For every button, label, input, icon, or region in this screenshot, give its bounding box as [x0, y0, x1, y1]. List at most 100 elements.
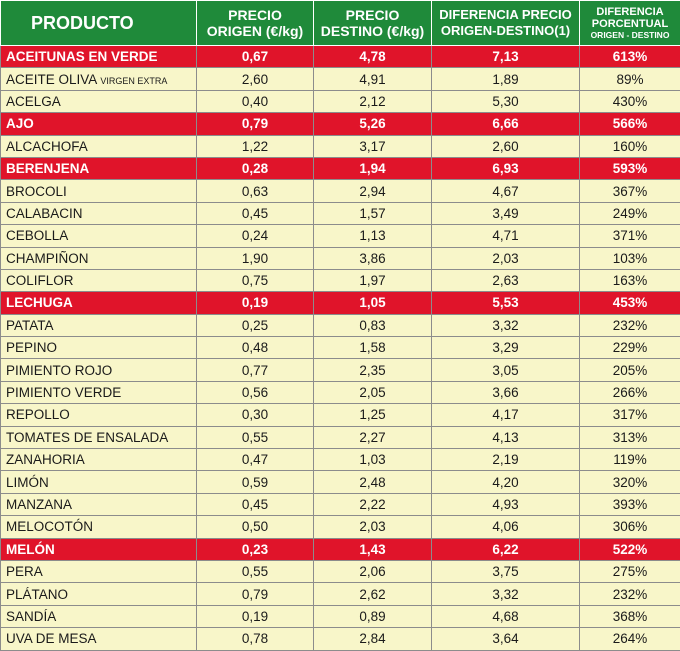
producto-name: LECHUGA	[6, 295, 73, 310]
cell-precio-origen: 0,48	[197, 337, 314, 359]
cell-precio-destino: 2,12	[314, 90, 432, 112]
cell-diferencia: 4,93	[432, 493, 580, 515]
producto-name: TOMATES DE ENSALADA	[6, 430, 168, 445]
cell-precio-origen: 0,45	[197, 202, 314, 224]
cell-producto: PIMIENTO ROJO	[1, 359, 197, 381]
cell-precio-destino: 1,94	[314, 157, 432, 179]
cell-diferencia: 4,17	[432, 404, 580, 426]
producto-name: MELOCOTÓN	[6, 519, 93, 534]
header-diferencia-pct-line1: DIFERENCIA	[596, 6, 663, 18]
cell-porcentaje: 266%	[580, 381, 680, 403]
cell-precio-origen: 0,79	[197, 113, 314, 135]
header-precio-origen-line2: ORIGEN (€/kg)	[207, 23, 303, 39]
cell-precio-destino: 4,91	[314, 68, 432, 90]
cell-precio-origen: 0,28	[197, 157, 314, 179]
cell-precio-origen: 0,24	[197, 225, 314, 247]
cell-precio-destino: 1,97	[314, 269, 432, 291]
cell-precio-origen: 0,25	[197, 314, 314, 336]
cell-diferencia: 7,13	[432, 46, 580, 68]
producto-name: MELÓN	[6, 542, 55, 557]
cell-precio-origen: 0,45	[197, 493, 314, 515]
cell-porcentaje: 119%	[580, 449, 680, 471]
header-precio-destino: PRECIO DESTINO (€/kg)	[314, 1, 432, 46]
producto-name: PIMIENTO VERDE	[6, 385, 121, 400]
cell-precio-origen: 0,30	[197, 404, 314, 426]
cell-producto: CHAMPIÑON	[1, 247, 197, 269]
cell-precio-destino: 1,25	[314, 404, 432, 426]
header-row: PRODUCTO PRECIO ORIGEN (€/kg) PRECIO DES…	[1, 1, 680, 46]
cell-producto: PERA	[1, 560, 197, 582]
cell-diferencia: 4,13	[432, 426, 580, 448]
cell-producto: ACELGA	[1, 90, 197, 112]
producto-name: BROCOLI	[6, 184, 67, 199]
cell-diferencia: 2,63	[432, 269, 580, 291]
cell-porcentaje: 371%	[580, 225, 680, 247]
producto-name: ACELGA	[6, 94, 61, 109]
cell-porcentaje: 232%	[580, 314, 680, 336]
cell-precio-origen: 1,90	[197, 247, 314, 269]
cell-producto: COLIFLOR	[1, 269, 197, 291]
cell-porcentaje: 430%	[580, 90, 680, 112]
cell-diferencia: 2,60	[432, 135, 580, 157]
cell-precio-destino: 5,26	[314, 113, 432, 135]
header-producto: PRODUCTO	[1, 1, 197, 46]
producto-name: REPOLLO	[6, 407, 70, 422]
cell-diferencia: 4,71	[432, 225, 580, 247]
cell-precio-origen: 1,22	[197, 135, 314, 157]
cell-producto: ZANAHORIA	[1, 449, 197, 471]
cell-porcentaje: 367%	[580, 180, 680, 202]
cell-diferencia: 6,93	[432, 157, 580, 179]
cell-precio-destino: 3,17	[314, 135, 432, 157]
cell-precio-origen: 0,67	[197, 46, 314, 68]
cell-porcentaje: 264%	[580, 628, 680, 650]
cell-producto: LECHUGA	[1, 292, 197, 314]
cell-precio-origen: 0,19	[197, 292, 314, 314]
cell-precio-destino: 3,86	[314, 247, 432, 269]
cell-porcentaje: 522%	[580, 538, 680, 560]
cell-producto: PEPINO	[1, 337, 197, 359]
header-precio-origen: PRECIO ORIGEN (€/kg)	[197, 1, 314, 46]
cell-precio-origen: 0,19	[197, 605, 314, 627]
cell-porcentaje: 320%	[580, 471, 680, 493]
cell-precio-destino: 1,03	[314, 449, 432, 471]
cell-porcentaje: 453%	[580, 292, 680, 314]
producto-name: LIMÓN	[6, 475, 49, 490]
cell-precio-destino: 1,13	[314, 225, 432, 247]
producto-name: MANZANA	[6, 497, 72, 512]
cell-diferencia: 5,30	[432, 90, 580, 112]
cell-precio-origen: 0,75	[197, 269, 314, 291]
producto-name: CHAMPIÑON	[6, 251, 89, 266]
cell-porcentaje: 229%	[580, 337, 680, 359]
cell-porcentaje: 613%	[580, 46, 680, 68]
producto-name: CEBOLLA	[6, 228, 68, 243]
cell-producto: UVA DE MESA	[1, 628, 197, 650]
cell-diferencia: 4,68	[432, 605, 580, 627]
cell-diferencia: 3,32	[432, 583, 580, 605]
cell-precio-origen: 0,78	[197, 628, 314, 650]
header-diferencia-pct: DIFERENCIA PORCENTUAL ORIGEN - DESTINO	[580, 1, 680, 46]
cell-diferencia: 3,05	[432, 359, 580, 381]
cell-producto: TOMATES DE ENSALADA	[1, 426, 197, 448]
producto-name: PATATA	[6, 318, 54, 333]
cell-precio-destino: 2,48	[314, 471, 432, 493]
header-precio-origen-line1: PRECIO	[228, 7, 282, 23]
cell-precio-destino: 2,22	[314, 493, 432, 515]
cell-precio-origen: 0,77	[197, 359, 314, 381]
cell-diferencia: 2,03	[432, 247, 580, 269]
cell-producto: LIMÓN	[1, 471, 197, 493]
